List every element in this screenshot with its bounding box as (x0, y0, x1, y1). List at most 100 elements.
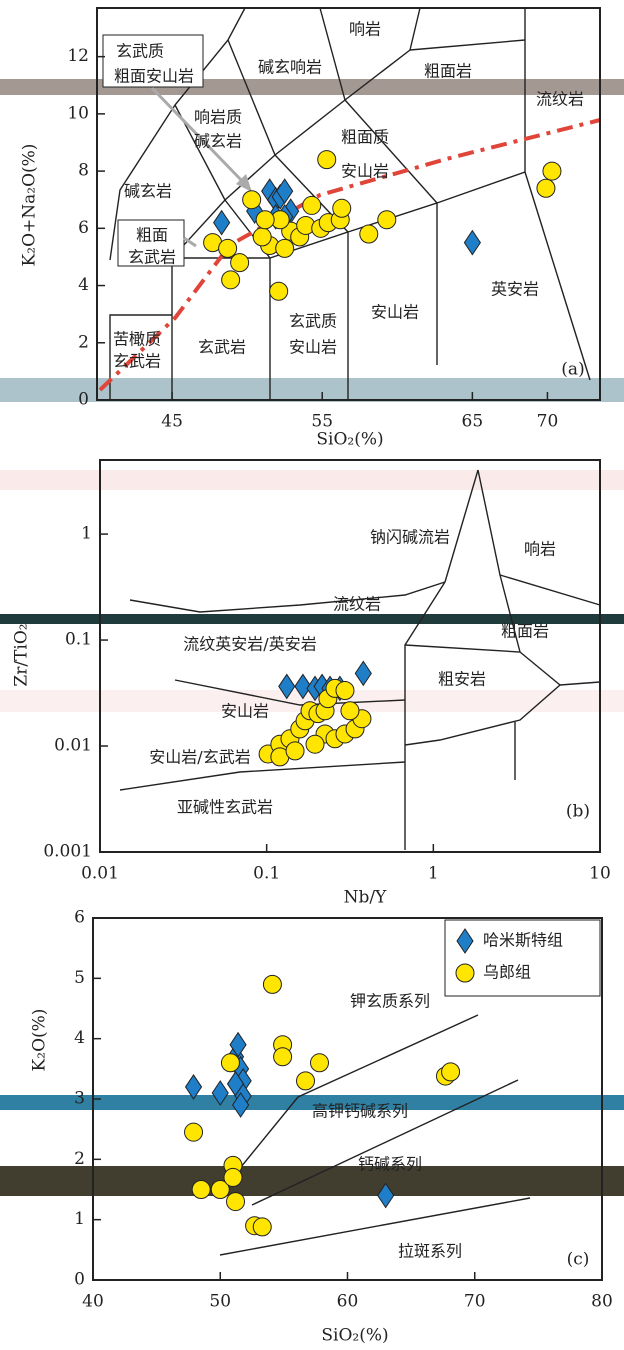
plot-frame (96, 7, 601, 401)
artifact-band (0, 470, 624, 490)
panel-label: (c) (567, 1250, 590, 1270)
circle-point (252, 227, 272, 247)
diamond-point (229, 1031, 247, 1058)
circle-point (230, 253, 250, 273)
y-tick-label: 1 (74, 1209, 85, 1229)
field-label: 流纹英安岩/英安岩 (183, 635, 316, 654)
y-axis-label: K₂O(%) (30, 1009, 50, 1072)
field-label: 高钾钙碱系列 (312, 1102, 408, 1121)
field-label: 粗安岩 (438, 670, 486, 689)
x-tick-label: 60 (337, 1292, 359, 1312)
x-tick-label: 0.01 (81, 864, 119, 884)
field-label: 粗面岩 (501, 622, 549, 641)
y-tick-label: 10 (67, 103, 89, 123)
y-tick-label: 8 (78, 161, 89, 181)
legend-label: 乌郎组 (483, 963, 531, 982)
artifact-band (0, 1166, 624, 1196)
circle-point (255, 210, 275, 230)
field-label: 响岩 (524, 540, 556, 559)
circle-point (218, 238, 238, 258)
legend-label: 哈米斯特组 (483, 931, 563, 950)
x-tick-label: 70 (537, 412, 559, 432)
diamond-point (211, 1080, 229, 1106)
x-tick-label: 0.1 (253, 864, 280, 884)
y-tick-label: 4 (74, 1028, 85, 1048)
circle-point (332, 198, 352, 218)
field-label: 粗面质 (341, 128, 389, 147)
y-tick-label: 0 (78, 390, 89, 410)
y-axis-label: Zr/TiO₂ (12, 623, 32, 686)
circle-point (536, 178, 556, 198)
x-tick-label: 70 (464, 1292, 486, 1312)
field-label: 玄武岩 (128, 248, 176, 267)
circle-point (273, 1047, 293, 1067)
x-tick-label: 45 (161, 412, 183, 432)
field-label: 苦橄质 (113, 330, 161, 349)
series-boundaries (219, 1014, 531, 1256)
diamond-point (276, 178, 294, 205)
x-tick-label: 1 (428, 864, 439, 884)
x-tick-label: 50 (209, 1292, 231, 1312)
circle-point (441, 1062, 461, 1082)
y-tick-label: 2 (74, 1149, 85, 1169)
y-tick-label: 1 (81, 524, 92, 544)
field-label: 英安岩 (491, 280, 539, 299)
field-boundaries (119, 469, 601, 850)
circle-point (223, 1167, 243, 1187)
circle-point (310, 1053, 330, 1073)
field-label: 碱玄响岩 (258, 58, 322, 77)
x-axis-label: SiO₂(%) (321, 1326, 388, 1346)
plot-frame (99, 459, 601, 853)
circle-point (269, 281, 289, 301)
circle-point (335, 681, 355, 701)
x-tick-label: 40 (82, 1292, 104, 1312)
panel-label: (b) (566, 802, 590, 822)
field-label: 玄武质 (289, 312, 337, 331)
x-axis-label: Nb/Y (344, 888, 387, 908)
field-label: 安山岩/玄武岩 (149, 748, 250, 767)
circle-point (220, 1053, 240, 1073)
artifact-band (0, 1095, 624, 1110)
field-label: 粗面 (136, 226, 168, 245)
artifact-band (0, 79, 624, 95)
x-tick-label: 55 (311, 412, 333, 432)
circle-point (359, 224, 379, 244)
circle-point (542, 161, 562, 181)
field-label: 流纹岩 (536, 90, 584, 109)
y-tick-label: 0.1 (65, 630, 92, 650)
circle-point (285, 741, 305, 761)
field-label: 玄武岩 (198, 338, 246, 357)
y-tick-label: 0.001 (43, 842, 92, 862)
x-axis-label: SiO₂(%) (316, 430, 383, 450)
diamond-point (377, 1182, 395, 1209)
y-tick-label: 3 (74, 1089, 85, 1109)
field-label: 安山岩 (371, 303, 419, 322)
circle-point (262, 974, 282, 994)
legend-marker (456, 928, 474, 954)
y-tick-label: 6 (78, 218, 89, 238)
field-label: 响岩 (349, 20, 381, 39)
field-label: 安山岩 (289, 338, 337, 357)
diamond-point (278, 673, 296, 700)
circle-point (302, 195, 322, 215)
field-label: 碱玄岩 (194, 132, 242, 151)
circle-point (340, 701, 360, 721)
field-label: 玄武岩 (113, 352, 161, 371)
circle-point (377, 210, 397, 230)
diamond-point (232, 1092, 250, 1118)
x-tick-label: 80 (591, 1292, 613, 1312)
field-label: 响岩质 (194, 108, 242, 127)
circle-point (305, 734, 325, 754)
legend-marker (455, 963, 475, 983)
circle-point (221, 270, 241, 290)
panel-label: (a) (561, 360, 584, 380)
legend-box (444, 919, 601, 997)
artifact-band (0, 690, 624, 712)
field-label: 钠闪碱流岩 (370, 528, 450, 547)
field-label: 粗面岩 (424, 62, 472, 81)
circle-point (226, 1192, 246, 1212)
circle-point (296, 1071, 316, 1091)
circle-point (210, 1180, 230, 1199)
circle-point (242, 190, 262, 210)
